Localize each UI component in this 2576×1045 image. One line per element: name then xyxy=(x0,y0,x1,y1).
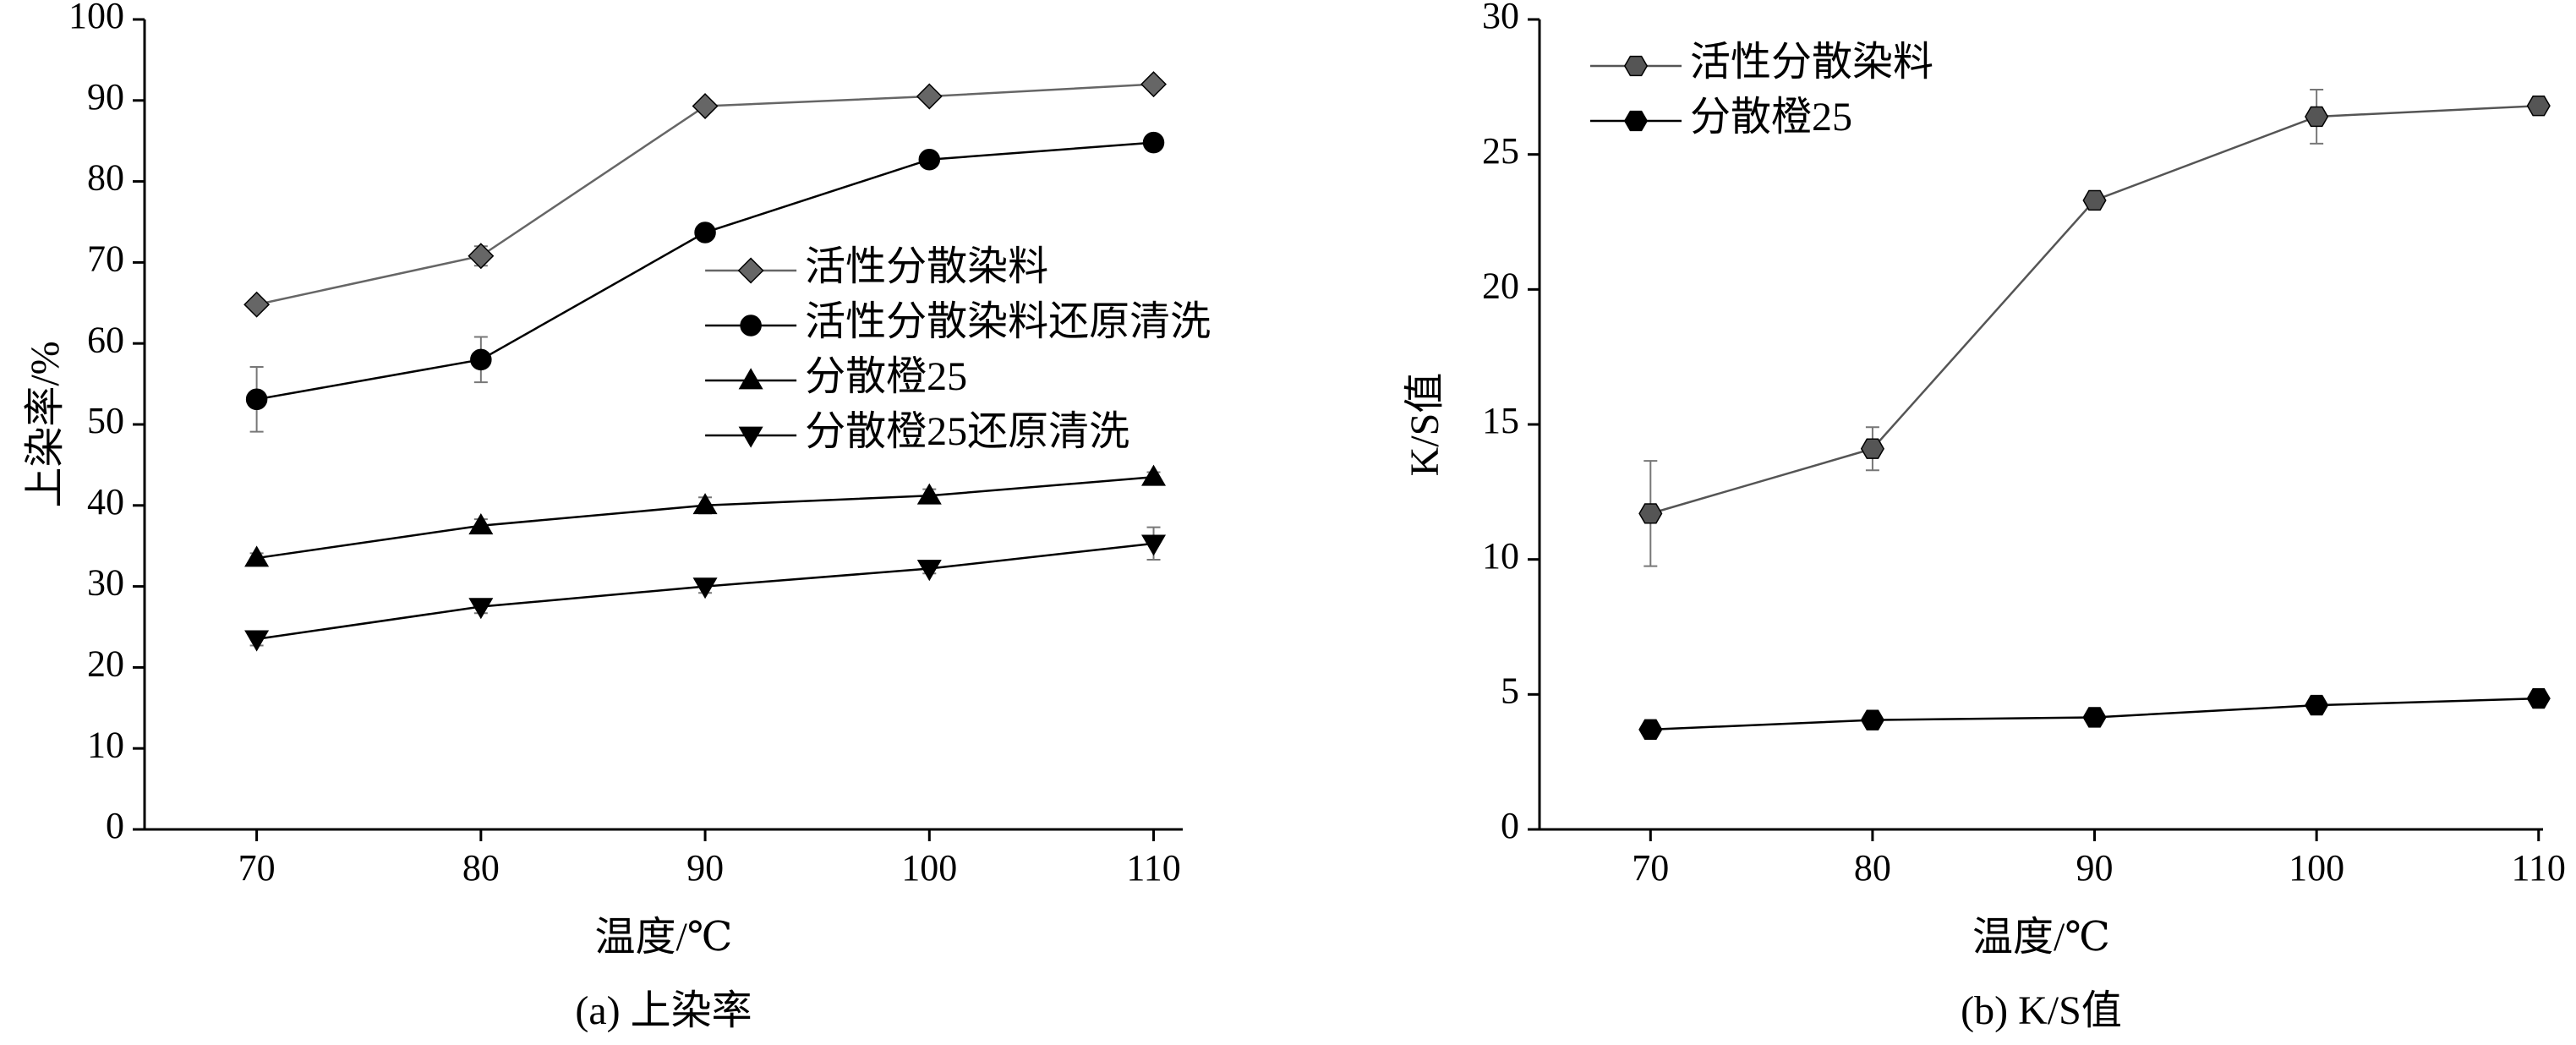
marker xyxy=(1140,71,1167,98)
y-tick-label: 0 xyxy=(1501,805,1519,846)
marker xyxy=(1860,709,1884,730)
y-tick-label: 15 xyxy=(1482,400,1519,441)
marker xyxy=(1623,110,1649,132)
x-tick-label: 70 xyxy=(238,847,276,889)
marker xyxy=(1860,438,1884,459)
marker xyxy=(244,545,270,567)
marker xyxy=(2082,707,2107,728)
x-tick-label: 80 xyxy=(1854,847,1891,889)
series-line xyxy=(256,476,1154,560)
y-axis-title: 上染率/% xyxy=(23,341,68,507)
legend-label: 分散橙25 xyxy=(1690,95,1852,140)
marker xyxy=(1638,719,1663,741)
marker xyxy=(692,577,718,599)
marker xyxy=(740,315,762,336)
marker xyxy=(2082,189,2107,211)
marker xyxy=(692,93,719,119)
marker xyxy=(916,560,942,582)
y-tick-label: 10 xyxy=(1482,535,1519,577)
marker xyxy=(1142,131,1165,154)
y-tick-label: 70 xyxy=(87,238,124,279)
y-tick-label: 90 xyxy=(87,76,124,118)
marker xyxy=(245,388,268,411)
marker xyxy=(2526,687,2551,709)
marker xyxy=(2305,694,2329,716)
y-tick-label: 50 xyxy=(87,400,124,441)
marker xyxy=(1141,534,1167,556)
series-line xyxy=(1649,104,2539,515)
legend-label: 活性分散染料 xyxy=(805,244,1048,289)
y-tick-label: 60 xyxy=(87,319,124,360)
marker xyxy=(916,483,942,505)
marker xyxy=(1141,464,1167,486)
marker xyxy=(2305,106,2329,128)
marker xyxy=(738,426,763,448)
x-tick-label: 100 xyxy=(901,847,957,889)
x-tick-label: 110 xyxy=(2512,847,2566,889)
x-tick-label: 80 xyxy=(462,847,500,889)
marker xyxy=(2526,96,2551,117)
marker xyxy=(244,630,270,652)
legend-label: 活性分散染料 xyxy=(1690,40,1933,85)
marker xyxy=(468,243,495,270)
marker xyxy=(468,598,494,620)
caption: (a) 上染率 xyxy=(575,988,752,1033)
y-tick-label: 5 xyxy=(1501,670,1519,711)
y-tick-label: 10 xyxy=(87,724,124,765)
marker xyxy=(738,368,763,390)
x-tick-label: 90 xyxy=(686,847,724,889)
marker xyxy=(692,493,718,515)
y-tick-label: 25 xyxy=(1482,130,1519,172)
caption: (b) K/S值 xyxy=(1961,988,2122,1033)
y-tick-label: 80 xyxy=(87,157,124,199)
legend-label: 活性分散染料还原清洗 xyxy=(805,299,1211,344)
x-axis-title: 温度/℃ xyxy=(594,915,732,960)
marker xyxy=(1638,503,1663,524)
marker xyxy=(694,222,716,243)
y-tick-label: 20 xyxy=(87,643,124,684)
legend-label: 分散橙25还原清洗 xyxy=(805,409,1129,454)
marker xyxy=(470,348,492,371)
marker xyxy=(243,291,271,318)
marker xyxy=(916,83,943,110)
y-tick-label: 0 xyxy=(106,805,124,846)
x-tick-label: 110 xyxy=(1126,847,1180,889)
y-tick-label: 20 xyxy=(1482,265,1519,306)
y-axis-title: K/S值 xyxy=(1403,373,1447,477)
marker xyxy=(737,257,764,284)
x-tick-label: 90 xyxy=(2076,847,2114,889)
legend-label: 分散橙25 xyxy=(805,354,967,399)
y-tick-label: 30 xyxy=(1482,0,1519,36)
marker xyxy=(1623,55,1649,77)
y-tick-label: 40 xyxy=(87,481,124,522)
x-tick-label: 70 xyxy=(1632,847,1669,889)
x-tick-label: 100 xyxy=(2289,847,2344,889)
marker xyxy=(468,513,494,535)
x-axis-title: 温度/℃ xyxy=(1972,915,2110,960)
y-tick-label: 30 xyxy=(87,562,124,604)
y-tick-label: 100 xyxy=(68,0,124,36)
marker xyxy=(918,148,941,171)
